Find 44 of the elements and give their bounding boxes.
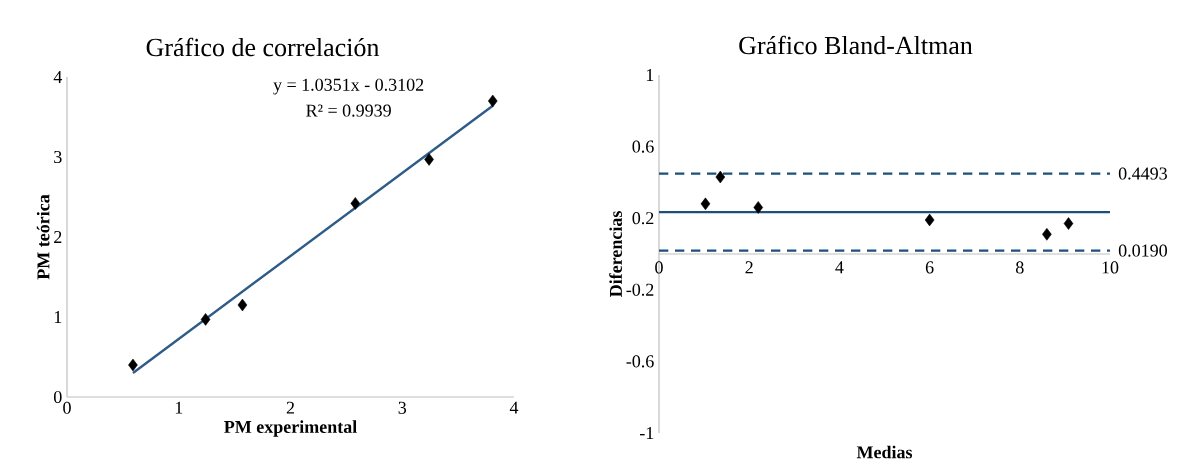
y-tick-label: -0.6	[626, 355, 654, 368]
x-tick-label: 0	[63, 401, 71, 414]
point	[128, 358, 138, 372]
y-tick-label: 0.2	[632, 212, 654, 225]
point	[753, 201, 763, 214]
y-tick-label: 3	[54, 150, 62, 164]
x-tick-label: 2	[745, 261, 753, 274]
y-tick-label: -1	[639, 427, 654, 439]
x-tick-label: 3	[398, 401, 407, 414]
y-axis-title: Diferencias	[609, 211, 622, 297]
point	[350, 197, 361, 210]
x-tick-label: 0	[655, 261, 663, 274]
annotation: R² = 0.9939	[306, 104, 391, 117]
y-tick-label: 1	[646, 69, 654, 81]
annotation: y = 1.0351x - 0.3102	[273, 78, 424, 95]
y-tick-label: 4	[53, 71, 63, 83]
x-tick-label: 10	[1102, 261, 1119, 274]
x-tick-label: 4	[509, 401, 519, 414]
y-tick-label: 2	[54, 231, 62, 243]
y-axis-title: PM teórica	[36, 194, 50, 280]
x-tick-label: 2	[286, 401, 295, 414]
ref-line-label: 0.0190	[1118, 244, 1167, 257]
point	[715, 170, 726, 184]
ref-line-label: 0.4493	[1118, 167, 1167, 180]
x-axis-title: PM experimental	[224, 420, 357, 437]
point	[200, 313, 211, 326]
chart-title: Gráfico de correlación	[146, 37, 380, 57]
x-tick-label: 6	[925, 261, 934, 274]
y-tick-label: 1	[54, 311, 62, 323]
x-axis-title: Medias	[856, 445, 913, 459]
point	[1063, 217, 1074, 230]
point	[924, 213, 935, 227]
y-tick-label: 0.6	[632, 140, 654, 153]
x-tick-label: 8	[1015, 261, 1024, 274]
x-tick-label: 1	[175, 401, 183, 414]
y-tick-label: 0	[54, 390, 62, 404]
point	[237, 298, 248, 312]
y-tick-label: -0.2	[626, 283, 654, 296]
x-tick-label: 4	[835, 261, 844, 274]
point	[424, 153, 434, 166]
chart-title: Gráfico Bland-Altman	[739, 35, 973, 55]
point	[488, 94, 498, 108]
point	[1042, 228, 1052, 241]
point	[700, 197, 711, 211]
